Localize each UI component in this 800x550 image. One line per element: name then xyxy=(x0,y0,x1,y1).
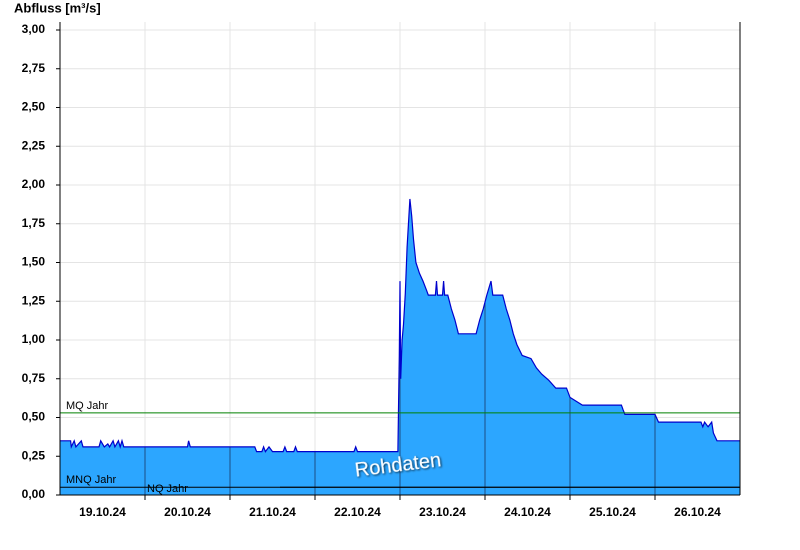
flow-line xyxy=(60,198,740,453)
x-tick-label: 26.10.24 xyxy=(674,505,721,519)
x-tick-label: 21.10.24 xyxy=(249,505,296,519)
x-tick-label: 24.10.24 xyxy=(504,505,551,519)
y-tick-label: 1,50 xyxy=(22,255,46,269)
reference-label: NQ Jahr xyxy=(147,483,188,495)
y-tick-label: 2,50 xyxy=(22,100,46,114)
y-tick-label: 2,25 xyxy=(22,138,46,152)
x-tick-label: 25.10.24 xyxy=(589,505,636,519)
y-tick-label: 2,75 xyxy=(22,61,46,75)
y-tick-label: 2,00 xyxy=(22,177,46,191)
y-tick-label: 1,25 xyxy=(22,293,46,307)
y-tick-label: 0,00 xyxy=(22,487,46,501)
reference-label: MQ Jahr xyxy=(66,400,109,412)
x-tick-label: 22.10.24 xyxy=(334,505,381,519)
y-tick-label: 0,50 xyxy=(22,410,46,424)
reference-label: MNQ Jahr xyxy=(66,474,116,486)
y-tick-label: 0,25 xyxy=(22,448,46,462)
x-tick-label: 20.10.24 xyxy=(164,505,211,519)
y-axis-label: Abfluss [m³/s] xyxy=(14,0,101,15)
x-tick-label: 23.10.24 xyxy=(419,505,466,519)
y-tick-label: 1,75 xyxy=(22,216,46,230)
y-tick-label: 1,00 xyxy=(22,332,46,346)
y-tick-label: 0,75 xyxy=(22,371,46,385)
y-tick-label: 3,00 xyxy=(22,22,46,36)
x-tick-label: 19.10.24 xyxy=(79,505,126,519)
